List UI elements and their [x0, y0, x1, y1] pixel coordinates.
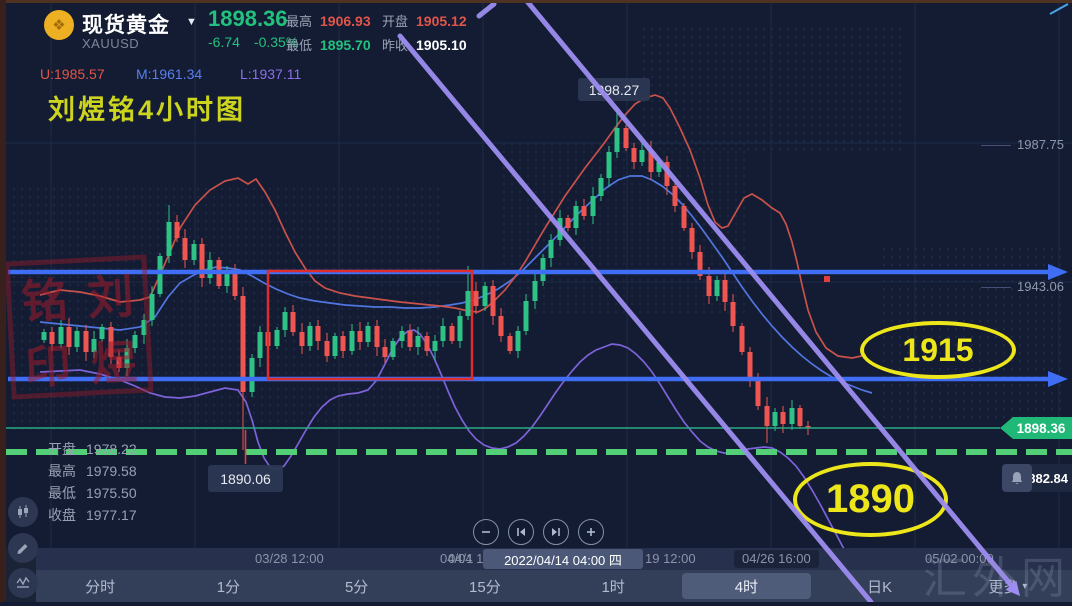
drawn-ellipse-1915: 1915 — [860, 321, 1016, 379]
tab-more[interactable]: 更多 ▾ — [988, 578, 1028, 596]
time-axis-label: 04/1 — [448, 551, 474, 566]
symbol-name[interactable]: 现货黄金 — [82, 14, 170, 37]
timeframe-toolbar: 分时 1分 5分 15分 1时 4时 日K 更多 ▾ — [36, 570, 1072, 602]
chevron-down-icon: ▾ — [1022, 580, 1028, 592]
ohlc-tooltip: 开盘 1978.22 最高 1979.58 最低 1975.50 收盘 1977.17 — [48, 438, 137, 526]
stat-high: 最高 1906.93 — [286, 13, 371, 29]
red-alert-dot — [824, 276, 830, 282]
time-axis-label: 05/02 00:00 — [925, 551, 994, 566]
red-annotation-box — [266, 269, 474, 381]
low-price-tooltip: 1890.06 — [208, 465, 283, 492]
window-left-edge — [0, 0, 6, 602]
tab-1min[interactable]: 1分 — [216, 578, 241, 596]
bollinger-lower-band — [39, 329, 845, 548]
current-price-badge: 1898.36 — [1000, 417, 1072, 439]
time-axis-label: 03/28 12:00 — [255, 551, 324, 566]
bollinger-middle-band — [39, 175, 873, 394]
coin-glyph: ❖ — [52, 17, 66, 34]
stat-low: 最低 1895.70 — [286, 37, 371, 53]
high-price-tooltip: 1998.27 — [578, 78, 650, 101]
tab-1hour[interactable]: 1时 — [601, 578, 625, 596]
price-axis-label: 1987.75 — [981, 137, 1064, 152]
boll-upper-value: U:1985.57 — [40, 66, 105, 82]
ohlc-low: 最低 1975.50 — [48, 485, 137, 501]
price-change: -6.74 -0.35% — [208, 34, 312, 50]
hovered-date-tooltip: 2022/04/14 04:00 四 — [483, 549, 643, 569]
bollinger-upper-band — [39, 94, 867, 359]
go-to-start-button[interactable] — [508, 519, 534, 545]
stat-prev-close: 昨收 1905.10 — [382, 37, 467, 53]
ohlc-open: 开盘 1978.22 — [48, 441, 137, 457]
corner-mark — [1049, 3, 1069, 15]
gold-coin-icon: ❖ — [44, 10, 74, 40]
drawn-ellipse-1890: 1890 — [793, 462, 948, 537]
ohlc-close: 收盘 1977.17 — [48, 507, 137, 523]
change-percent: -0.35% — [253, 34, 299, 50]
stat-open: 开盘 1905.12 — [382, 13, 467, 29]
tab-fenshi[interactable]: 分时 — [85, 578, 116, 596]
indicator-tool-button[interactable] — [8, 568, 38, 598]
change-value: -6.74 — [208, 34, 240, 50]
alert-price-value: 1882.84 — [1021, 464, 1072, 492]
ohlc-high: 最高 1979.58 — [48, 463, 137, 479]
chart-type-button[interactable] — [8, 497, 38, 527]
analyst-title: 刘煜铭4小时图 — [48, 95, 247, 125]
symbol-code: XAUUSD — [82, 36, 140, 51]
boll-lower-value: L:1937.11 — [240, 66, 302, 82]
zoom-out-button[interactable] — [473, 519, 499, 545]
time-axis[interactable]: 03/28 12:00 04/04 16:00 04/1 19 12:00 04… — [36, 548, 1072, 570]
tab-5min[interactable]: 5分 — [344, 578, 369, 596]
time-axis-label-badge: 04/26 16:00 — [734, 550, 819, 568]
go-to-end-button[interactable] — [543, 519, 569, 545]
window-top-edge — [0, 0, 1072, 3]
candlestick-chart-canvas[interactable] — [0, 0, 1072, 548]
zoom-in-button[interactable] — [578, 519, 604, 545]
tab-4hour-selected[interactable]: 4时 — [682, 573, 811, 599]
time-axis-label: 19 12:00 — [645, 551, 696, 566]
chevron-down-icon[interactable]: ▼ — [186, 16, 197, 28]
price-axis-label: 1943.06 — [981, 279, 1064, 294]
tab-daily[interactable]: 日K — [867, 578, 893, 596]
alert-bell-icon[interactable] — [1002, 464, 1032, 492]
last-price: 1898.36 — [208, 6, 288, 31]
boll-middle-value: M:1961.34 — [136, 66, 203, 82]
tab-15min[interactable]: 15分 — [469, 578, 501, 596]
draw-tool-button[interactable] — [8, 533, 38, 563]
